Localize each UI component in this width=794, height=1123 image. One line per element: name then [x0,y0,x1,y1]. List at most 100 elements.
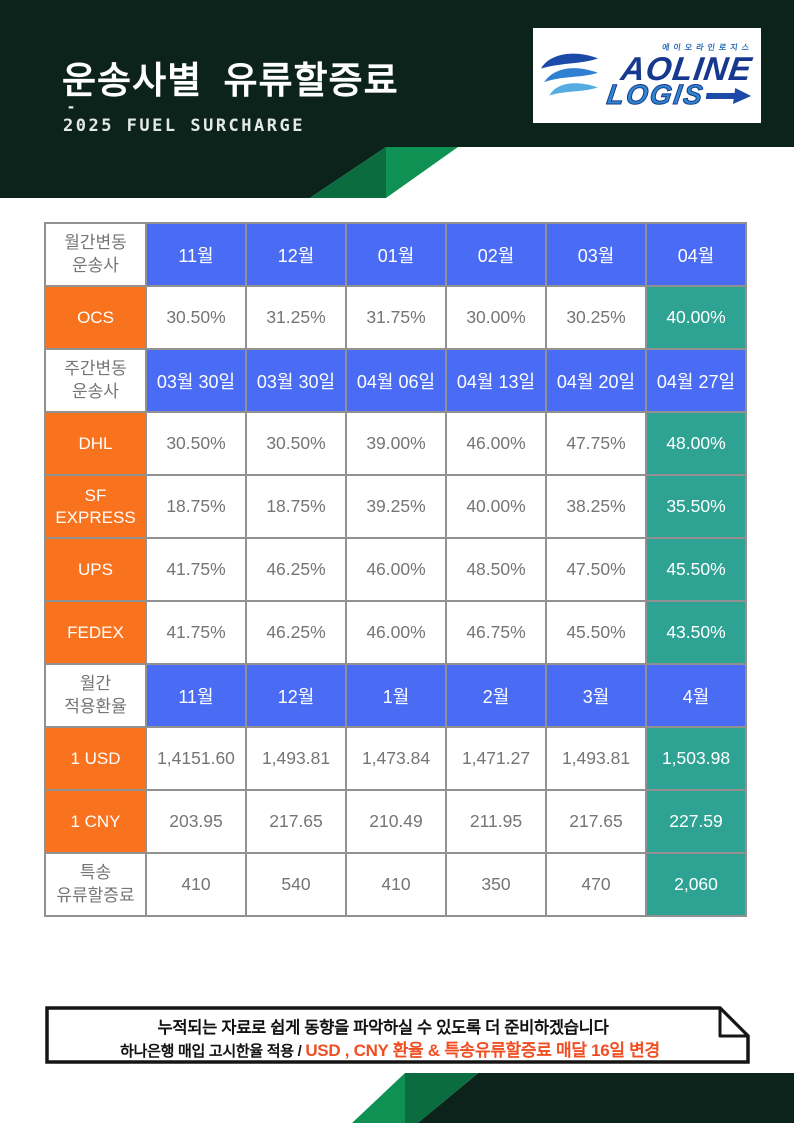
note-line2: 하나은행 매입 고시한율 적용 / USD , CNY 환율 & 특송유류할증료… [45,1036,735,1061]
table-row: 특송 유류할증료 410 540 410 350 470 2,060 [44,852,747,917]
note-line2-black: 하나은행 매입 고시한율 적용 / [120,1043,302,1060]
wing-swoosh-icon [541,53,598,96]
value-cell: 43.50% [645,600,747,665]
row-label-cell: UPS [44,537,147,602]
month-header-cell: 03월 30일 [145,348,247,413]
month-header-cell: 4월 [645,663,747,728]
row-label-cell: 월간변동 운송사 [44,222,147,287]
month-header-cell: 3월 [545,663,647,728]
value-cell: 45.50% [545,600,647,665]
logo-word-logis-text: LOGIS [604,79,707,111]
month-header-cell: 1월 [345,663,447,728]
month-header-cell: 12월 [245,222,347,287]
value-cell: 30.50% [145,285,247,350]
value-cell: 47.75% [545,411,647,476]
value-cell: 350 [445,852,547,917]
table-row: 1 USD 1,4151.60 1,493.81 1,473.84 1,471.27 1,… [44,726,747,791]
month-header-cell: 04월 06일 [345,348,447,413]
table-row: 월간변동 운송사 11월 12월 01월 02월 03월 04월 [44,222,747,287]
value-cell: 2,060 [645,852,747,917]
month-header-cell: 03월 [545,222,647,287]
company-logo: 에이오라인로지스 AOLINE LOGIS [533,28,761,123]
value-cell: 1,493.81 [545,726,647,791]
value-cell: 1,4151.60 [145,726,247,791]
value-cell: 46.75% [445,600,547,665]
note-line2-orange: USD , CNY 환율 & 특송유류할증료 매달 16일 변경 [305,1041,660,1060]
month-header-cell: 11월 [145,222,247,287]
table-row: 월간 적용환율 11월 12월 1월 2월 3월 4월 [44,663,747,728]
value-cell: 1,473.84 [345,726,447,791]
value-cell: 1,471.27 [445,726,547,791]
table-row: UPS 41.75% 46.25% 46.00% 48.50% 47.50% 45.50% [44,537,747,602]
table-row: DHL 30.50% 30.50% 39.00% 46.00% 47.75% 48.00% [44,411,747,476]
right-arrow-icon [705,87,752,104]
header-ribbon-dark [0,147,386,198]
value-cell: 46.25% [245,600,347,665]
value-cell: 31.25% [245,285,347,350]
month-header-cell: 03월 30일 [245,348,347,413]
value-cell: 41.75% [145,600,247,665]
month-header-cell: 11월 [145,663,247,728]
value-cell: 227.59 [645,789,747,854]
value-cell: 35.50% [645,474,747,539]
row-label-cell: OCS [44,285,147,350]
value-cell: 40.00% [445,474,547,539]
value-cell: 210.49 [345,789,447,854]
value-cell: 39.00% [345,411,447,476]
value-cell: 18.75% [245,474,347,539]
row-label-cell: 특송 유류할증료 [44,852,147,917]
value-cell: 470 [545,852,647,917]
row-label-cell: 1 USD [44,726,147,791]
value-cell: 38.25% [545,474,647,539]
value-cell: 410 [345,852,447,917]
value-cell: 30.00% [445,285,547,350]
value-cell: 211.95 [445,789,547,854]
row-label-cell: SF EXPRESS [44,474,147,539]
fuel-surcharge-table: 월간변동 운송사 11월 12월 01월 02월 03월 04월 OCS 30.50% 31.25… [44,222,747,917]
surcharge-table-body: 월간변동 운송사 11월 12월 01월 02월 03월 04월 OCS 30.50% 31.25… [44,222,747,917]
footer-note: 누적되는 자료로 쉽게 동향을 파악하실 수 있도록 더 준비하겠습니다 하나은… [45,1006,750,1064]
value-cell: 203.95 [145,789,247,854]
bottom-ribbon-dark [417,1073,794,1123]
value-cell: 40.00% [645,285,747,350]
table-row: SF EXPRESS 18.75% 18.75% 39.25% 40.00% 38.25%… [44,474,747,539]
value-cell: 30.25% [545,285,647,350]
month-header-cell: 02월 [445,222,547,287]
value-cell: 48.00% [645,411,747,476]
value-cell: 410 [145,852,247,917]
row-label-cell: 월간 적용환율 [44,663,147,728]
title-dash: - [68,96,74,116]
value-cell: 46.00% [445,411,547,476]
row-label-cell: FEDEX [44,600,147,665]
value-cell: 1,493.81 [245,726,347,791]
month-header-cell: 12월 [245,663,347,728]
logo-wordmark: 에이오라인로지스 AOLINE LOGIS [590,42,759,111]
value-cell: 46.00% [345,600,447,665]
value-cell: 18.75% [145,474,247,539]
month-header-cell: 2월 [445,663,547,728]
value-cell: 30.50% [145,411,247,476]
logo-word-logis: LOGIS [590,79,754,111]
table-row: 1 CNY 203.95 217.65 210.49 211.95 217.65 227.5… [44,789,747,854]
month-header-cell: 04월 27일 [645,348,747,413]
month-header-cell: 04월 [645,222,747,287]
value-cell: 45.50% [645,537,747,602]
value-cell: 30.50% [245,411,347,476]
note-line1: 누적되는 자료로 쉽게 동향을 파악하실 수 있도록 더 준비하겠습니다 [157,1019,609,1037]
value-cell: 540 [245,852,347,917]
value-cell: 47.50% [545,537,647,602]
value-cell: 31.75% [345,285,447,350]
row-label-cell: 주간변동 운송사 [44,348,147,413]
table-row: OCS 30.50% 31.25% 31.75% 30.00% 30.25% 40.00% [44,285,747,350]
folded-corner-icon [718,1006,750,1038]
value-cell: 48.50% [445,537,547,602]
month-header-cell: 04월 20일 [545,348,647,413]
value-cell: 46.25% [245,537,347,602]
row-label-cell: 1 CNY [44,789,147,854]
table-row: FEDEX 41.75% 46.25% 46.00% 46.75% 45.50% 43.50… [44,600,747,665]
bottom-ribbon-bright-triangle [352,1073,405,1123]
table-row: 주간변동 운송사 03월 30일 03월 30일 04월 06일 04월 13일 04월 … [44,348,747,413]
value-cell: 217.65 [545,789,647,854]
value-cell: 39.25% [345,474,447,539]
